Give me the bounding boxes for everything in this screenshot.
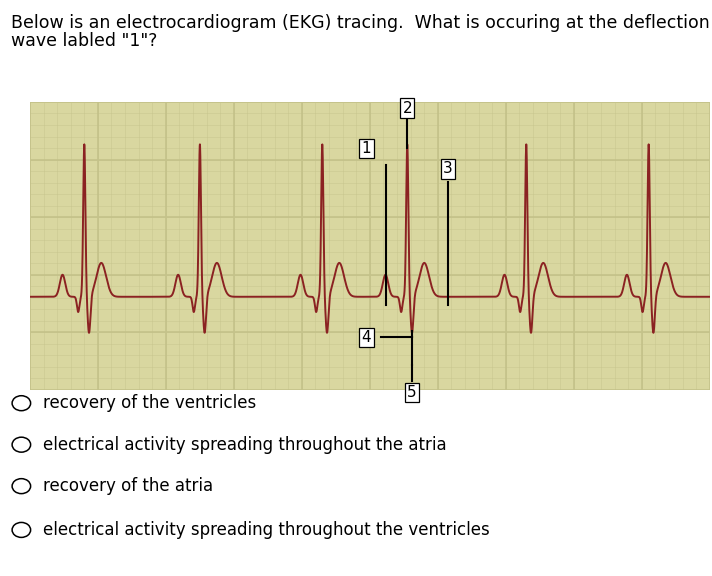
Text: electrical activity spreading throughout the ventricles: electrical activity spreading throughout… [43, 521, 489, 539]
Text: 4: 4 [362, 330, 371, 345]
Text: 2: 2 [402, 100, 412, 116]
Text: Below is an electrocardiogram (EKG) tracing.  What is occuring at the deflection: Below is an electrocardiogram (EKG) trac… [11, 14, 709, 32]
Text: 5: 5 [407, 385, 417, 400]
Text: electrical activity spreading throughout the atria: electrical activity spreading throughout… [43, 435, 446, 454]
Text: 1: 1 [362, 141, 371, 156]
Text: recovery of the atria: recovery of the atria [43, 477, 213, 495]
Text: recovery of the ventricles: recovery of the ventricles [43, 394, 256, 412]
Text: 3: 3 [443, 161, 453, 176]
Text: wave labled "1"?: wave labled "1"? [11, 32, 157, 50]
